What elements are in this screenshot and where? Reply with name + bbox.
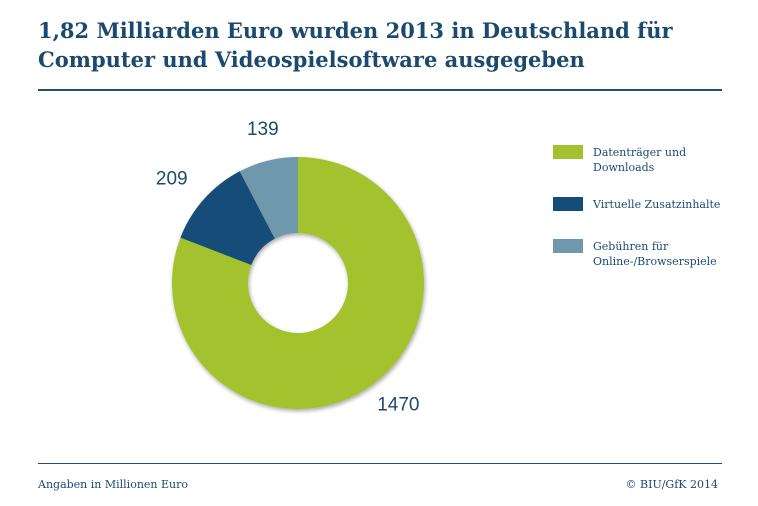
units-note: Angaben in Millionen Euro [38, 478, 188, 491]
legend-item-virtuelle: Virtuelle Zusatzinhalte [553, 197, 733, 239]
data-label-gebuehren: 139 [247, 119, 279, 140]
legend-swatch [553, 197, 583, 211]
data-label-datentraeger: 1470 [377, 394, 419, 415]
data-label-virtuelle: 209 [156, 168, 188, 189]
bottom-divider [38, 463, 722, 464]
legend-swatch [553, 145, 583, 159]
top-divider [38, 89, 722, 91]
slice-gebuehren [239, 157, 298, 239]
chart-title: 1,82 Milliarden Euro wurden 2013 in Deut… [38, 18, 673, 72]
source-credit: © BIU/GfK 2014 [625, 478, 718, 491]
legend-label: Gebühren für Online-/Browserspiele [593, 240, 717, 268]
legend: Datenträger und Downloads Virtuelle Zusa… [553, 145, 733, 279]
legend-item-gebuehren: Gebühren für Online-/Browserspiele [553, 239, 733, 279]
slice-virtuelle [180, 171, 275, 266]
legend-label: Datenträger und Downloads [593, 146, 687, 174]
legend-item-datentraeger: Datenträger und Downloads [553, 145, 733, 197]
slice-datentraeger [172, 157, 425, 409]
legend-swatch [553, 239, 583, 253]
legend-label: Virtuelle Zusatzinhalte [593, 198, 721, 211]
